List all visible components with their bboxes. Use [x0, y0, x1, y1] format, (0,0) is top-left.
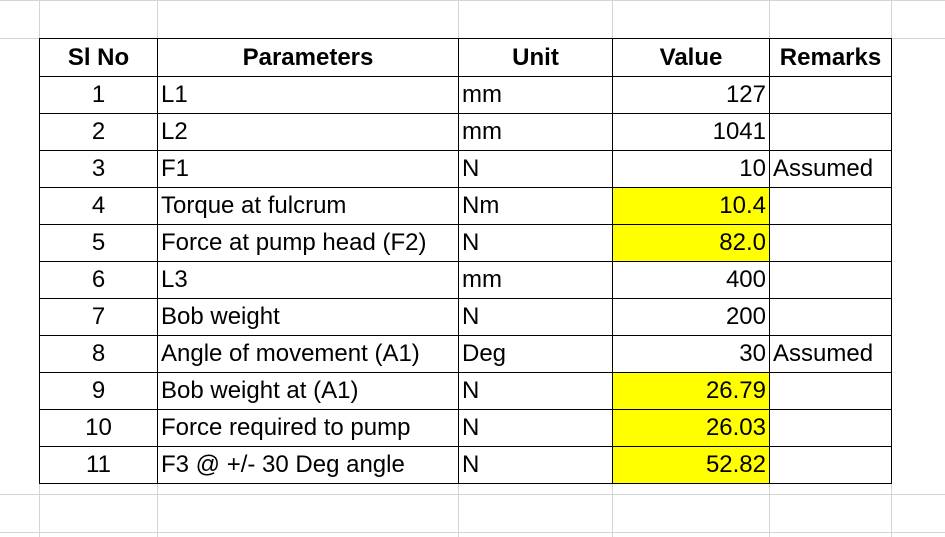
- table-row: 4 Torque at fulcrum Nm 10.4: [39, 187, 892, 225]
- cell-remarks[interactable]: Assumed: [769, 335, 892, 373]
- cell-sl-no[interactable]: 2: [39, 113, 158, 151]
- header-unit[interactable]: Unit: [458, 38, 613, 77]
- table-row: 3 F1 N 10 Assumed: [39, 150, 892, 188]
- cell-unit[interactable]: N: [458, 446, 613, 484]
- cell-value[interactable]: 30: [612, 335, 770, 373]
- cell-sl-no[interactable]: 4: [39, 187, 158, 225]
- cell-unit[interactable]: Deg: [458, 335, 613, 373]
- cell-remarks[interactable]: [769, 187, 892, 225]
- cell-sl-no[interactable]: 1: [39, 76, 158, 114]
- cell-parameter[interactable]: L2: [157, 113, 459, 151]
- cell-remarks[interactable]: [769, 409, 892, 447]
- cell-parameter[interactable]: Bob weight: [157, 298, 459, 336]
- cell-value[interactable]: 10: [612, 150, 770, 188]
- cell-unit[interactable]: N: [458, 224, 613, 262]
- header-row: Sl No Parameters Unit Value Remarks: [39, 38, 892, 77]
- table-row: 6 L3 mm 400: [39, 261, 892, 299]
- cell-parameter[interactable]: F1: [157, 150, 459, 188]
- cell-sl-no[interactable]: 6: [39, 261, 158, 299]
- header-parameters[interactable]: Parameters: [157, 38, 459, 77]
- cell-value[interactable]: 127: [612, 76, 770, 114]
- table-row: 1 L1 mm 127: [39, 76, 892, 114]
- cell-value[interactable]: 10.4: [612, 187, 770, 225]
- cell-remarks[interactable]: [769, 446, 892, 484]
- header-value[interactable]: Value: [612, 38, 770, 77]
- table-row: 2 L2 mm 1041: [39, 113, 892, 151]
- cell-parameter[interactable]: L1: [157, 76, 459, 114]
- cell-parameter[interactable]: Torque at fulcrum: [157, 187, 459, 225]
- cell-sl-no[interactable]: 8: [39, 335, 158, 373]
- cell-value[interactable]: 1041: [612, 113, 770, 151]
- cell-value[interactable]: 400: [612, 261, 770, 299]
- cell-remarks[interactable]: [769, 113, 892, 151]
- cell-sl-no[interactable]: 11: [39, 446, 158, 484]
- header-remarks[interactable]: Remarks: [769, 38, 892, 77]
- cell-value[interactable]: 82.0: [612, 224, 770, 262]
- table-row: 8 Angle of movement (A1) Deg 30 Assumed: [39, 335, 892, 373]
- table-row: 11 F3 @ +/- 30 Deg angle N 52.82: [39, 446, 892, 484]
- cell-value[interactable]: 26.03: [612, 409, 770, 447]
- cell-sl-no[interactable]: 9: [39, 372, 158, 410]
- cell-sl-no[interactable]: 10: [39, 409, 158, 447]
- table-row: 5 Force at pump head (F2) N 82.0: [39, 224, 892, 262]
- cell-unit[interactable]: N: [458, 409, 613, 447]
- cell-unit[interactable]: mm: [458, 76, 613, 114]
- gridline: [891, 0, 892, 537]
- cell-value[interactable]: 52.82: [612, 446, 770, 484]
- cell-parameter[interactable]: Bob weight at (A1): [157, 372, 459, 410]
- cell-remarks[interactable]: [769, 298, 892, 336]
- cell-unit[interactable]: N: [458, 372, 613, 410]
- parameters-table: Sl No Parameters Unit Value Remarks 1 L1 m…: [39, 38, 892, 484]
- cell-parameter[interactable]: F3 @ +/- 30 Deg angle: [157, 446, 459, 484]
- cell-remarks[interactable]: [769, 372, 892, 410]
- cell-unit[interactable]: mm: [458, 113, 613, 151]
- table-row: 7 Bob weight N 200: [39, 298, 892, 336]
- cell-value[interactable]: 200: [612, 298, 770, 336]
- cell-sl-no[interactable]: 5: [39, 224, 158, 262]
- cell-sl-no[interactable]: 3: [39, 150, 158, 188]
- cell-sl-no[interactable]: 7: [39, 298, 158, 336]
- cell-remarks[interactable]: [769, 261, 892, 299]
- gridline: [0, 494, 945, 495]
- cell-unit[interactable]: Nm: [458, 187, 613, 225]
- gridline: [0, 532, 945, 533]
- cell-parameter[interactable]: Angle of movement (A1): [157, 335, 459, 373]
- cell-unit[interactable]: N: [458, 298, 613, 336]
- cell-unit[interactable]: mm: [458, 261, 613, 299]
- cell-remarks[interactable]: [769, 76, 892, 114]
- cell-parameter[interactable]: L3: [157, 261, 459, 299]
- cell-value[interactable]: 26.79: [612, 372, 770, 410]
- table-row: 9 Bob weight at (A1) N 26.79: [39, 372, 892, 410]
- cell-parameter[interactable]: Force at pump head (F2): [157, 224, 459, 262]
- cell-remarks[interactable]: [769, 224, 892, 262]
- table-row: 10 Force required to pump N 26.03: [39, 409, 892, 447]
- gridline: [0, 0, 945, 1]
- cell-parameter[interactable]: Force required to pump: [157, 409, 459, 447]
- header-sl-no[interactable]: Sl No: [39, 38, 158, 77]
- cell-remarks[interactable]: Assumed: [769, 150, 892, 188]
- cell-unit[interactable]: N: [458, 150, 613, 188]
